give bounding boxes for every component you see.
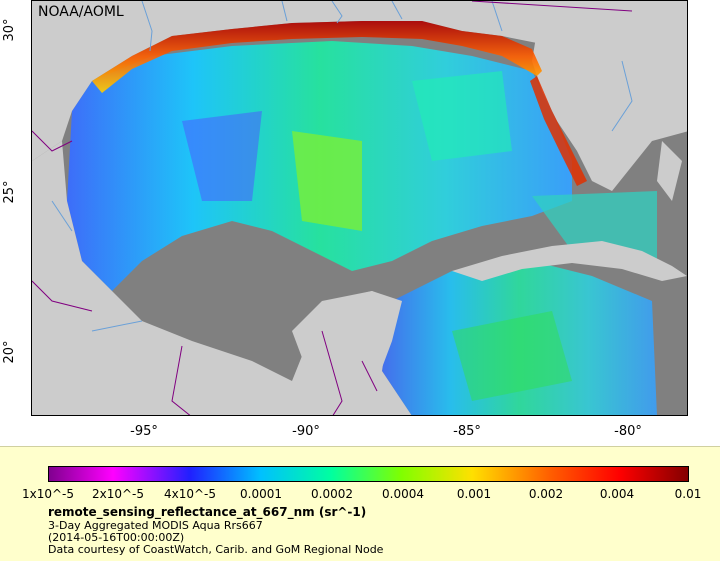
credit-label: NOAA/AOML (38, 4, 124, 20)
yucatan-land (292, 291, 402, 401)
colorbar-tick: 2x10^-5 (91, 487, 145, 501)
lon-tick: -85° (453, 424, 481, 439)
colorbar-tick: 0.01 (674, 487, 702, 501)
cuba-land (452, 241, 687, 281)
lat-tick: 25° (2, 180, 17, 204)
legend-dataset: 3-Day Aggregated MODIS Aqua Rrs667 (48, 519, 263, 532)
colorbar-tick: 1x10^-5 (21, 487, 75, 501)
legend-source: Data courtesy of CoastWatch, Carib. and … (48, 543, 384, 556)
legend-panel: 1x10^-5 2x10^-5 4x10^-5 0.0001 0.0002 0.… (0, 446, 720, 561)
us-land (32, 1, 592, 161)
map-canvas (32, 1, 687, 415)
lat-tick: 30° (2, 18, 17, 42)
colorbar-tick: 4x10^-5 (163, 487, 217, 501)
map-panel: NOAA/AOML (31, 0, 688, 416)
colorbar-tick: 0.004 (599, 487, 635, 501)
legend-title: remote_sensing_reflectance_at_667_nm (sr… (48, 505, 367, 519)
colorbar-tick: 0.0004 (382, 487, 424, 501)
lon-tick: -90° (292, 424, 320, 439)
colorbar-tick: 0.002 (528, 487, 564, 501)
lon-tick: -95° (130, 424, 158, 439)
lon-tick: -80° (614, 424, 642, 439)
colorbar-tick: 0.0001 (240, 487, 282, 501)
colorbar-tick: 0.001 (456, 487, 492, 501)
colorbar-tick: 0.0002 (311, 487, 353, 501)
colorbar (48, 466, 689, 482)
lat-tick: 20° (2, 340, 17, 364)
florida-land (532, 1, 687, 191)
legend-time: (2014-05-16T00:00:00Z) (48, 531, 185, 544)
